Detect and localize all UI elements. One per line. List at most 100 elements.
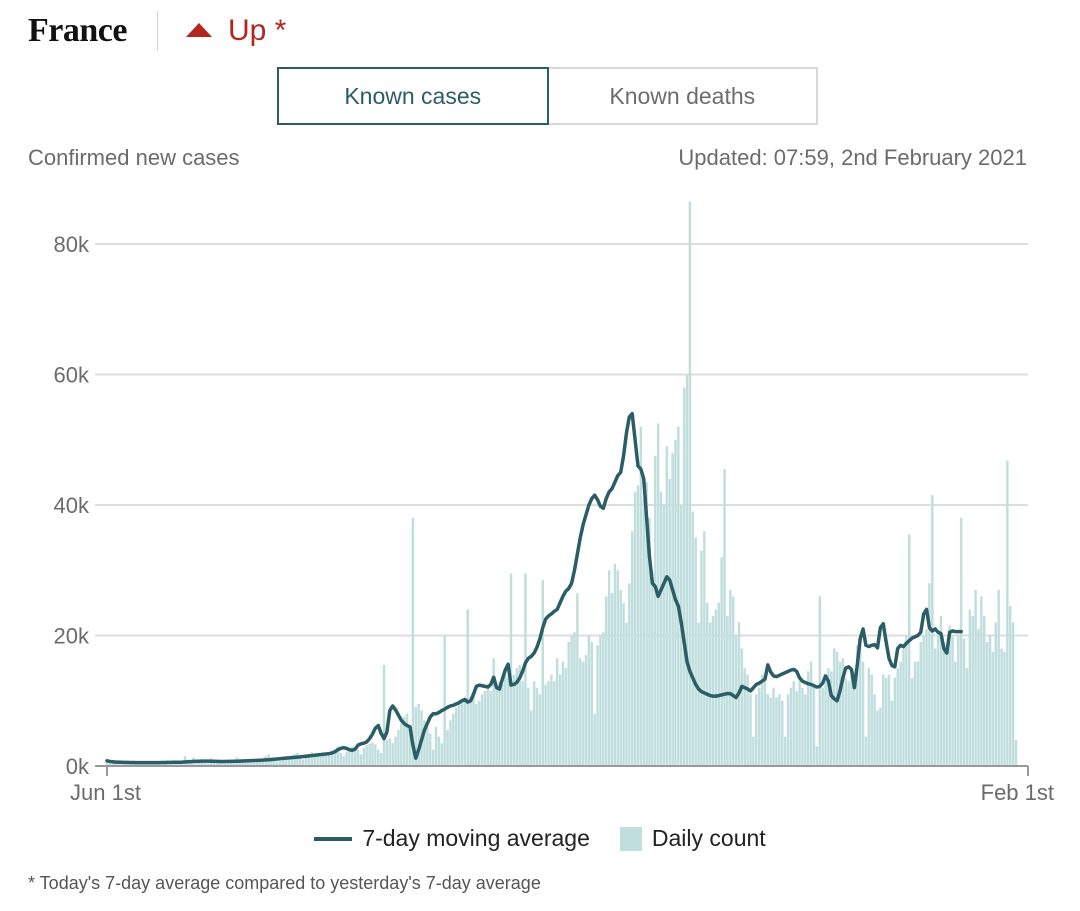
daily-bar	[359, 754, 363, 766]
daily-bar	[423, 720, 426, 766]
daily-bar	[985, 642, 989, 766]
daily-bar	[123, 763, 126, 766]
legend-item-daily: Daily count	[619, 825, 766, 852]
known-cases-tab[interactable]: Known cases	[277, 67, 549, 125]
daily-bar	[527, 687, 530, 766]
daily-bar	[936, 632, 940, 766]
daily-bar	[472, 694, 475, 766]
legend-item-average: 7-day moving average	[314, 825, 590, 852]
daily-bar	[466, 609, 469, 766]
daily-bar	[968, 609, 972, 766]
daily-bar	[307, 754, 311, 766]
daily-bar	[322, 755, 325, 766]
daily-bar	[625, 622, 628, 766]
moving-average-line	[105, 411, 963, 765]
legend-average-label: 7-day moving average	[362, 825, 590, 851]
daily-bar	[558, 674, 562, 766]
daily-bar	[729, 589, 732, 766]
daily-bar	[547, 681, 550, 766]
daily-bar	[824, 681, 827, 766]
daily-bar	[873, 694, 876, 766]
daily-bar	[896, 668, 899, 767]
daily-bar	[832, 648, 836, 766]
y-tick-label: 20k	[54, 624, 90, 649]
daily-bar	[224, 763, 227, 766]
x-tick-label: Feb 1st	[981, 780, 1054, 805]
daily-bar	[302, 759, 305, 766]
daily-bar	[671, 452, 674, 766]
daily-bar	[700, 550, 703, 766]
daily-bar	[945, 655, 948, 766]
daily-bar	[789, 687, 793, 766]
trend-up-icon	[185, 23, 212, 37]
daily-bar	[910, 677, 914, 766]
daily-bar	[665, 446, 669, 766]
daily-bar	[287, 757, 291, 766]
daily-bar	[189, 762, 192, 766]
daily-bar	[593, 713, 596, 766]
daily-bar	[850, 674, 853, 766]
daily-bar	[550, 674, 553, 766]
daily-bar	[899, 661, 902, 766]
daily-bar	[613, 563, 617, 766]
daily-bar	[890, 700, 894, 766]
daily-bar	[841, 658, 845, 766]
daily-bar	[212, 760, 215, 766]
daily-bar	[853, 671, 856, 766]
daily-bar	[922, 635, 925, 766]
metric-toggle: Known cases Known deaths	[277, 67, 818, 125]
daily-bar	[939, 615, 943, 766]
daily-bar	[177, 763, 181, 766]
daily-bar	[991, 651, 995, 766]
daily-bar	[688, 201, 692, 767]
daily-bar	[607, 570, 611, 766]
daily-bar	[281, 758, 285, 766]
daily-bar	[622, 602, 625, 767]
daily-bar	[426, 726, 429, 766]
daily-bar	[255, 760, 259, 766]
daily-bar	[276, 761, 279, 766]
daily-bar	[636, 485, 640, 766]
daily-bar	[864, 736, 868, 766]
daily-bar	[137, 763, 140, 766]
daily-bar	[639, 426, 643, 766]
daily-bar	[327, 754, 331, 766]
daily-bar	[766, 694, 770, 766]
daily-bar	[1014, 739, 1018, 766]
daily-bar	[452, 713, 455, 766]
y-tick-label: 60k	[54, 363, 90, 388]
daily-bar	[351, 746, 354, 766]
daily-bar	[278, 760, 282, 766]
daily-bar	[682, 387, 686, 766]
x-tick-label: Jun 1st	[70, 780, 141, 805]
daily-bar	[169, 762, 172, 766]
daily-bar	[980, 596, 983, 766]
daily-bar	[642, 498, 645, 766]
daily-bar	[333, 749, 337, 766]
daily-bar	[567, 642, 570, 766]
daily-bar	[648, 518, 651, 766]
daily-bar	[108, 760, 112, 766]
daily-bar	[486, 684, 490, 766]
daily-bar	[521, 681, 524, 766]
daily-bar	[203, 762, 207, 766]
daily-bar	[818, 596, 821, 766]
daily-bar	[786, 694, 790, 766]
daily-bar	[977, 628, 980, 766]
daily-bar	[801, 687, 804, 766]
country-title: France	[28, 12, 127, 49]
daily-bar	[492, 658, 495, 766]
daily-bar	[480, 694, 484, 766]
daily-bar	[428, 733, 432, 767]
daily-bar	[198, 760, 201, 766]
daily-bar	[743, 668, 746, 767]
daily-bar	[925, 628, 928, 766]
trend-indicator: Up *	[185, 14, 286, 48]
daily-bar	[250, 762, 253, 766]
known-deaths-tab[interactable]: Known deaths	[548, 67, 818, 125]
daily-bar	[345, 751, 348, 766]
daily-bar	[403, 717, 406, 766]
daily-bar	[518, 664, 521, 766]
daily-bar	[815, 746, 819, 766]
daily-bar	[882, 674, 885, 766]
